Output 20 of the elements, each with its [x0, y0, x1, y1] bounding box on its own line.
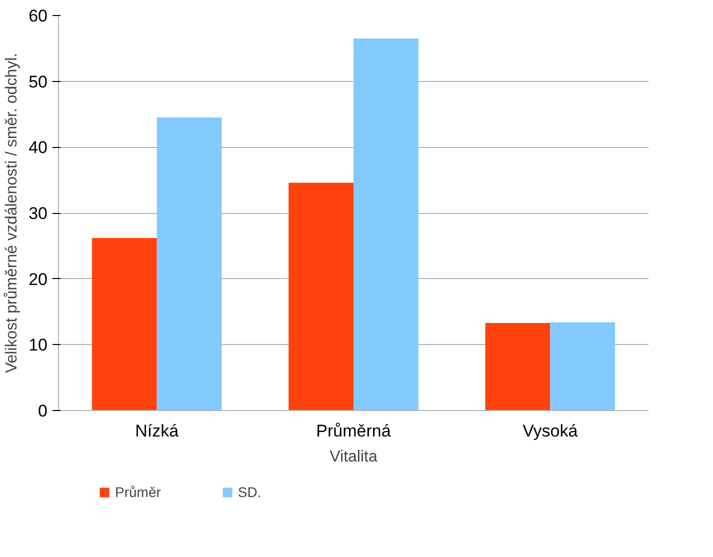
bar	[156, 118, 222, 410]
bar	[550, 322, 616, 410]
y-tick-label: 40	[28, 138, 48, 158]
y-tick-label: 0	[38, 402, 48, 420]
bar	[288, 182, 354, 410]
y-tick-label: 30	[28, 204, 48, 223]
y-tick-label: 50	[28, 72, 48, 92]
legend-label: SD.	[238, 484, 262, 500]
x-tick-label: Průměrná	[316, 422, 392, 440]
bar	[485, 322, 550, 410]
bar	[354, 38, 418, 410]
y-tick-label: 60	[28, 6, 48, 26]
y-tick-label: 10	[28, 336, 48, 355]
bar	[92, 238, 157, 410]
x-tick-label: Vysoká	[522, 422, 578, 440]
legend-label: Průměr	[115, 484, 161, 500]
x-tick-label: Nízká	[135, 422, 180, 440]
y-axis-title: Velikost průměrné vzdálenosti / směr. odchyl.	[4, 52, 21, 374]
x-axis-title: Vitalita	[330, 448, 378, 466]
y-tick-label: 20	[28, 270, 48, 289]
